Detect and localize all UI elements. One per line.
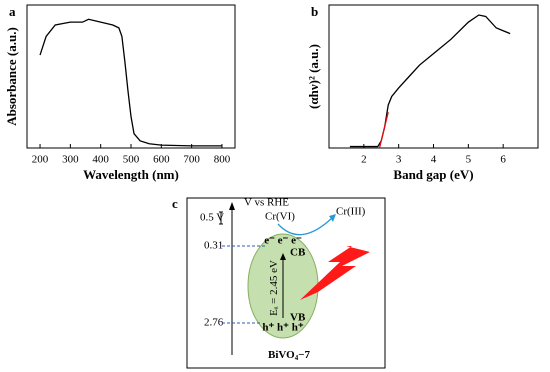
vb-label: VB [290,312,306,324]
y-axis-label: (αhν)² (a.u.) [306,44,321,109]
product: Cr(III) [336,206,366,218]
plot-frame [328,4,539,149]
panel-label: c [172,196,178,211]
curve [378,112,389,149]
x-tick-label: 2 [361,154,367,166]
x-tick-label: 200 [32,154,49,166]
x-tick-label: 700 [183,154,200,166]
x-tick-label: 4 [431,154,437,166]
axis-label: V vs RHE [244,197,289,209]
y-axis-label: Absorbance (a.u.) [4,27,19,126]
panel-c-frame [186,197,386,369]
plot-frame [26,4,236,149]
electrons: e⁻ e⁻ e⁻ [264,235,302,247]
axis-arrow [229,202,235,210]
x-tick-label: 300 [62,154,79,166]
x-tick-label: 6 [500,154,506,166]
panel-label: a [9,4,16,19]
gap-arrowhead [280,253,286,260]
x-tick-label: 800 [214,154,231,166]
x-tick-label: 5 [466,154,472,166]
reduction-arrowhead [329,214,336,222]
x-tick-label: 400 [92,154,109,166]
cb-potential: 0.31 [204,240,223,252]
x-tick-label: 600 [153,154,170,166]
curve [349,14,511,148]
vb-potential: 2.76 [204,317,224,329]
light-bolt [300,246,370,300]
panel-label: b [311,4,318,19]
x-axis-label: Wavelength (nm) [83,167,179,182]
x-tick-label: 3 [396,154,402,166]
reactant: Cr(VI) [265,211,295,223]
scale-bar [219,211,223,225]
reduction-arrow [277,217,333,236]
x-tick-label: 500 [123,154,140,166]
material: BiVO4−7 [268,349,310,362]
scale-label: 0.5 V [200,212,224,224]
cb-label: CB [290,247,306,259]
x-axis-label: Band gap (eV) [393,167,473,182]
gap-label: Eg = 2.45 eV [268,260,280,316]
curve [39,18,222,147]
holes: h⁺ h⁺ h⁺ [262,322,303,334]
